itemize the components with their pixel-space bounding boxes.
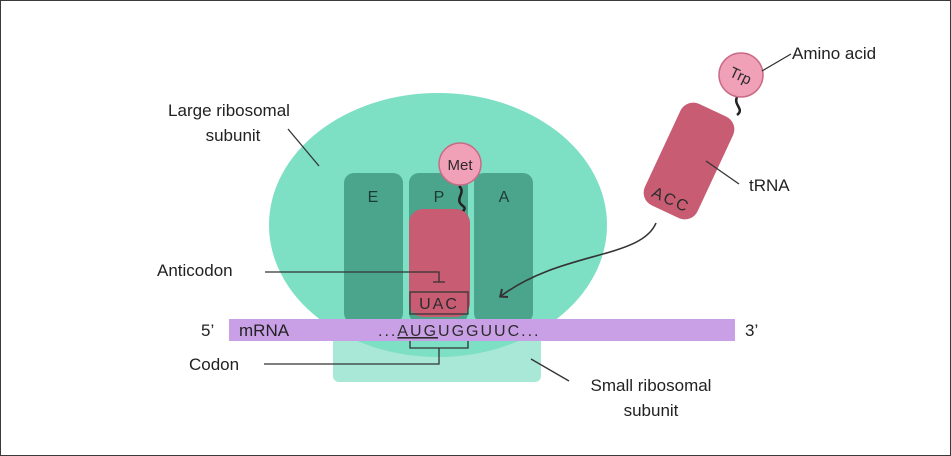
amino-acid-label: Amino acid [792, 44, 876, 63]
met-label: Met [447, 157, 473, 174]
p-site-label: P [434, 189, 445, 206]
small-subunit-label-line2: subunit [624, 401, 679, 420]
mrna-sequence: ...AUGUGGUUC... [378, 323, 540, 340]
mrna-trailing-dots: ... [521, 323, 540, 340]
three-prime-label: 3’ [745, 321, 758, 340]
p-site-trna [409, 209, 470, 317]
anticodon-bracket [409, 291, 469, 315]
large-subunit-leader [287, 128, 320, 167]
codon-bracket [264, 341, 469, 365]
trp-linker [734, 96, 742, 116]
small-subunit-label-line1: Small ribosomal [591, 376, 712, 395]
trna-label: tRNA [749, 176, 790, 195]
anticodon-leader [265, 271, 445, 283]
large-subunit-label-line1: Large ribosomal [168, 101, 290, 120]
amino-acid-leader [761, 53, 792, 72]
mrna-label: mRNA [239, 321, 290, 340]
five-prime-label: 5’ [201, 321, 214, 340]
anticodon-bases: UAC [419, 296, 459, 313]
e-site-label: E [368, 189, 379, 206]
codon-label: Codon [189, 355, 239, 374]
entry-arrow [498, 222, 657, 299]
anticodon-label: Anticodon [157, 261, 233, 280]
mrna-codon-aug: AUG [397, 323, 438, 340]
trna-leader [705, 160, 740, 185]
met-amino-acid [438, 142, 482, 186]
mrna-leading-dots: ... [378, 323, 397, 340]
mrna-rest-bases: UGGUUC [438, 323, 521, 340]
incoming-trna [643, 102, 735, 220]
mrna-strand [229, 319, 735, 341]
small-subunit-leader [530, 358, 570, 382]
large-subunit-label-line2: subunit [206, 126, 261, 145]
e-site-slot [344, 173, 403, 323]
trp-amino-acid [718, 52, 764, 98]
a-site-label: A [499, 189, 510, 206]
incoming-trna-group: ACC [643, 102, 735, 220]
